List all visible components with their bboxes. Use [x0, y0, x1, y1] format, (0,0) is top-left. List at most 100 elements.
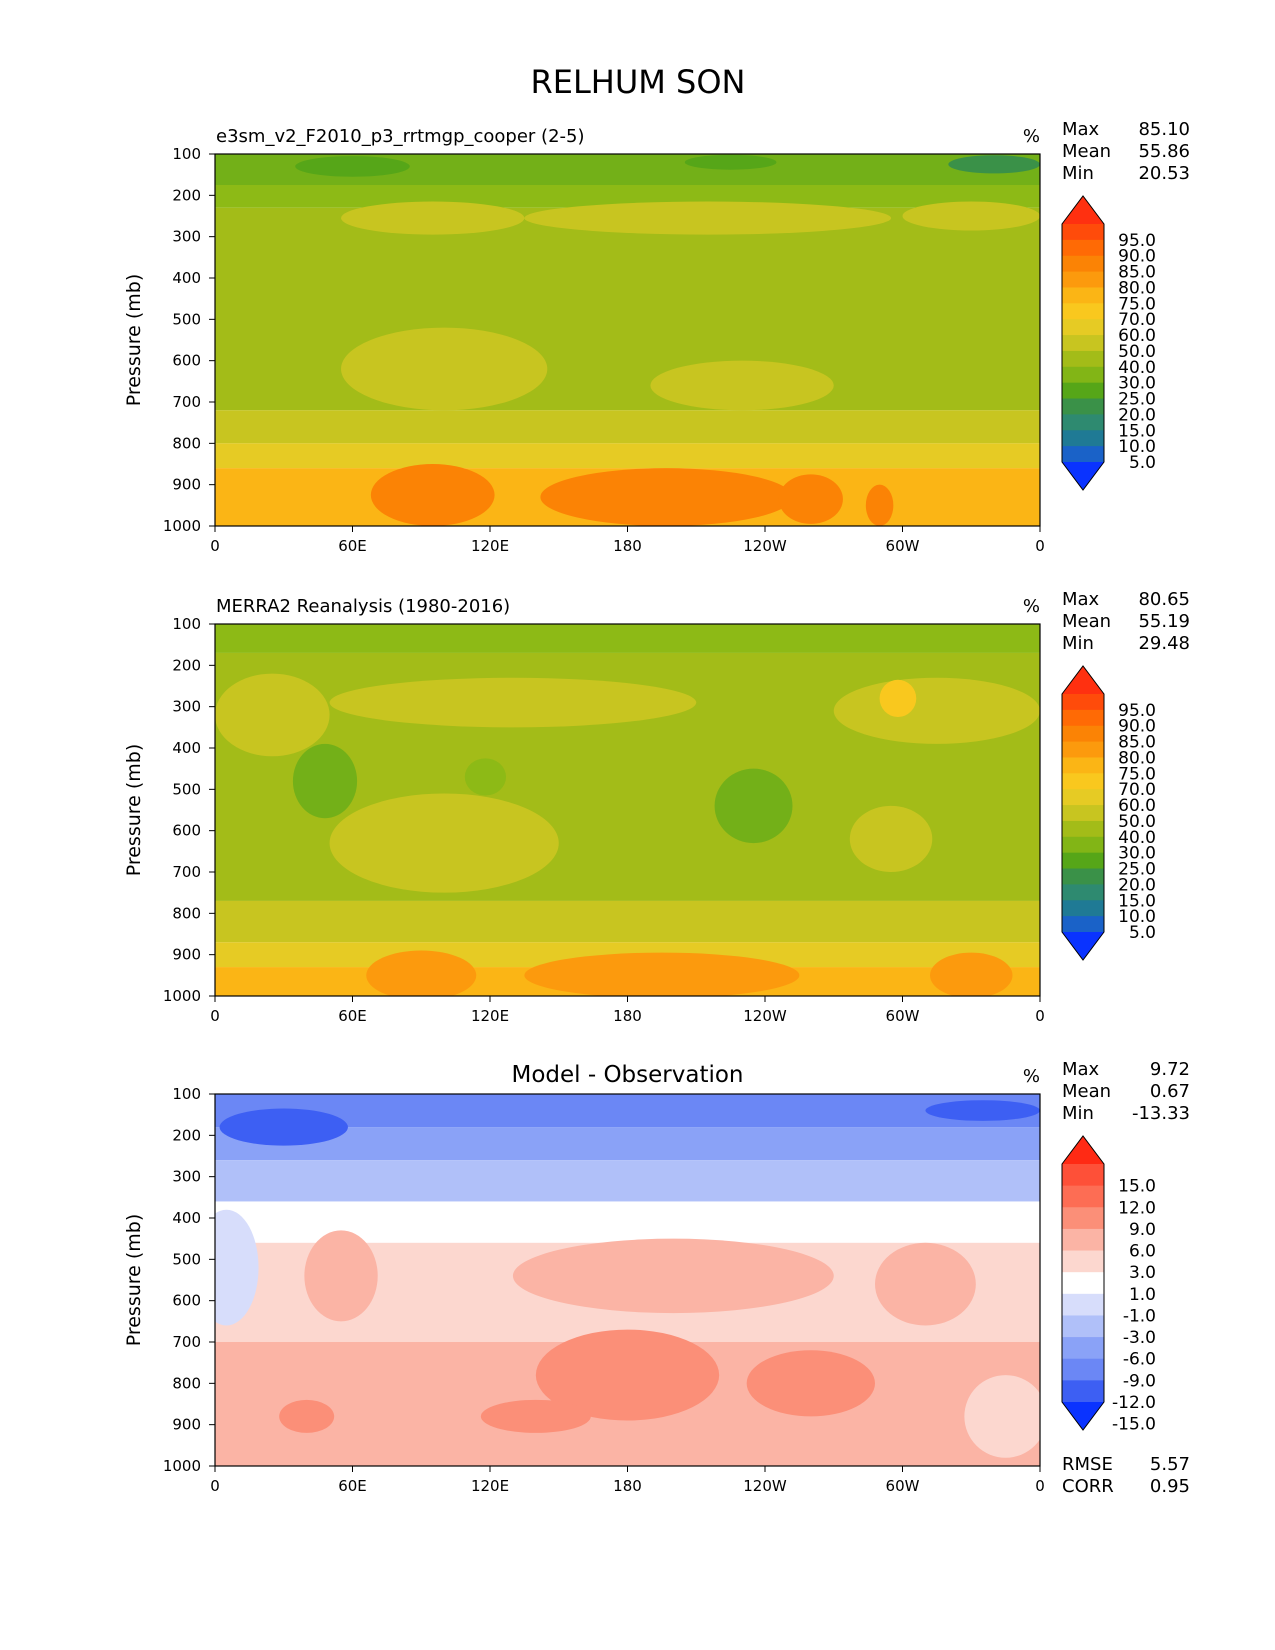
y-tick-label: 400	[172, 269, 201, 287]
stat-label: Max	[1062, 1059, 1100, 1080]
contour-band	[215, 443, 1040, 469]
units-label: %	[1023, 1066, 1040, 1087]
stat-value: 0.95	[1150, 1476, 1190, 1497]
y-axis-label: Pressure (mb)	[123, 744, 145, 877]
y-axis-label: Pressure (mb)	[123, 274, 145, 407]
contour-region	[930, 952, 1013, 996]
colorbar-swatch	[1062, 820, 1104, 838]
contour-region	[902, 201, 1040, 231]
colorbar-tick-label: 6.0	[1129, 1242, 1156, 1262]
colorbar-tick-label: -12.0	[1112, 1393, 1156, 1413]
contour-region	[219, 1108, 348, 1146]
x-tick-label: 120E	[471, 1477, 509, 1495]
colorbar-tick-label: 75.0	[1118, 294, 1156, 314]
y-tick-label: 500	[172, 780, 201, 798]
colorbar-tick-label: 25.0	[1118, 390, 1156, 410]
colorbar-tick-label: 90.0	[1118, 717, 1156, 737]
contour-region	[524, 952, 800, 996]
colorbar-tick-label: 60.0	[1118, 326, 1156, 346]
colorbar-tick-label: 50.0	[1118, 342, 1156, 362]
contour-region	[684, 154, 777, 170]
y-tick-label: 300	[172, 698, 201, 716]
colorbar-swatch	[1062, 725, 1104, 743]
y-tick-label: 1000	[163, 517, 201, 535]
colorbar-swatch	[1062, 836, 1104, 854]
contour-region	[341, 201, 525, 235]
colorbar-swatch	[1062, 868, 1104, 885]
colorbar-swatch	[1062, 271, 1104, 288]
x-tick-label: 0	[210, 537, 220, 555]
colorbar-swatch	[1062, 350, 1104, 368]
contour-region	[714, 768, 793, 844]
stat-label: Min	[1062, 1103, 1094, 1124]
contour-region	[524, 201, 892, 235]
colorbar-tick-label: 20.0	[1118, 405, 1156, 425]
colorbar-swatch	[1062, 382, 1104, 400]
colorbar-swatch	[1062, 773, 1104, 790]
contour-region	[480, 1399, 591, 1433]
colorbar-tick-label: 90.0	[1118, 247, 1156, 267]
contour-region	[833, 677, 1040, 744]
contour-field	[215, 624, 1040, 996]
contour-region	[464, 758, 507, 796]
contour-band	[215, 207, 1040, 411]
colorbar-tick-label: 50.0	[1118, 812, 1156, 832]
x-tick-label: 120W	[743, 1477, 787, 1495]
y-tick-label: 800	[172, 904, 201, 922]
contour-region	[329, 677, 697, 728]
stat-label: Min	[1062, 163, 1094, 184]
colorbar-swatch	[1062, 1272, 1104, 1295]
y-tick-label: 100	[172, 1085, 201, 1103]
units-label: %	[1023, 596, 1040, 617]
contour-band	[215, 410, 1040, 444]
y-tick-label: 600	[172, 1292, 201, 1310]
colorbar-swatch	[1062, 398, 1104, 415]
colorbar-swatch	[1062, 430, 1104, 447]
contour-region	[304, 1230, 378, 1322]
contour-region	[875, 1242, 976, 1326]
y-tick-label: 200	[172, 186, 201, 204]
colorbar-extend-min	[1062, 462, 1104, 490]
contour-region	[865, 484, 894, 526]
colorbar: 95.090.085.080.075.070.060.050.040.030.0…	[1061, 665, 1156, 961]
colorbar-swatch	[1062, 805, 1104, 822]
colorbar-tick-label: 10.0	[1118, 907, 1156, 927]
colorbar-tick-label: 85.0	[1118, 263, 1156, 283]
contour-region	[370, 464, 495, 526]
colorbar-tick-label: 5.0	[1129, 453, 1156, 473]
colorbar-tick-label: 80.0	[1118, 748, 1156, 768]
stat-value: 29.48	[1138, 633, 1190, 654]
colorbar-extend-max	[1062, 1136, 1104, 1164]
colorbar-tick-label: 25.0	[1118, 860, 1156, 880]
colorbar-tick-label: -3.0	[1123, 1328, 1156, 1348]
colorbar-swatch	[1062, 366, 1104, 384]
y-axis-label: Pressure (mb)	[123, 1214, 145, 1347]
colorbar-swatch	[1062, 414, 1104, 431]
colorbar-swatch	[1062, 1164, 1104, 1187]
x-tick-label: 60W	[886, 1477, 920, 1495]
contour-region	[746, 1350, 875, 1417]
contour-region	[948, 155, 1040, 174]
contour-region	[295, 156, 410, 177]
stat-label: Mean	[1062, 611, 1111, 632]
y-tick-label: 700	[172, 863, 201, 881]
y-tick-label: 700	[172, 1333, 201, 1351]
colorbar-extend-min	[1062, 932, 1104, 960]
colorbar-tick-label: 95.0	[1118, 231, 1156, 251]
y-tick-label: 500	[172, 310, 201, 328]
stat-label: CORR	[1062, 1476, 1114, 1497]
x-tick-label: 60E	[338, 1477, 367, 1495]
colorbar-tick-label: 70.0	[1118, 780, 1156, 800]
colorbar-tick-label: 1.0	[1129, 1285, 1156, 1305]
colorbar-swatch	[1062, 224, 1104, 241]
colorbar-tick-label: 9.0	[1129, 1220, 1156, 1240]
panel-title: e3sm_v2_F2010_p3_rrtmgp_cooper (2-5)	[216, 126, 585, 147]
y-tick-label: 800	[172, 1374, 201, 1392]
colorbar-tick-label: 15.0	[1118, 1177, 1156, 1197]
colorbar-tick-label: 80.0	[1118, 278, 1156, 298]
contour-region	[964, 1375, 1040, 1458]
contour-region	[879, 679, 917, 717]
colorbar-tick-label: 15.0	[1118, 891, 1156, 911]
colorbar-swatch	[1062, 1185, 1104, 1208]
